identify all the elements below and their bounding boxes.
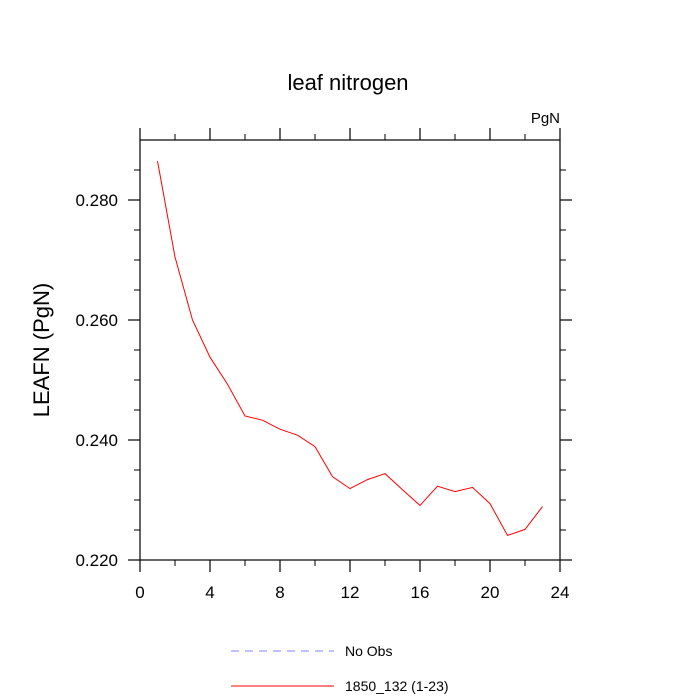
legend-label: No Obs [345,643,392,659]
y-tick-label: 0.240 [75,431,118,450]
y-axis-label: LEAFN (PgN) [29,283,54,417]
y-tick-label: 0.220 [75,551,118,570]
x-tick-label: 8 [275,583,284,602]
x-tick-label: 4 [205,583,214,602]
legend-label: 1850_132 (1-23) [345,678,449,694]
units-label: PgN [531,110,560,127]
x-tick-label: 20 [481,583,500,602]
series-line [157,160,543,537]
y-tick-label: 0.280 [75,191,118,210]
x-tick-label: 0 [135,583,144,602]
chart-title: leaf nitrogen [287,70,408,95]
y-tick-label: 0.260 [75,311,118,330]
ticks: 0 4 8 12 16 20 24 0.220 0.240 0.260 0.280 [75,128,572,602]
x-tick-label: 12 [341,583,360,602]
x-tick-label: 16 [411,583,430,602]
plot-frame [139,139,561,561]
series-layer [157,160,543,537]
x-tick-label: 24 [551,583,570,602]
legend: No Obs 1850_132 (1-23) [231,643,449,694]
